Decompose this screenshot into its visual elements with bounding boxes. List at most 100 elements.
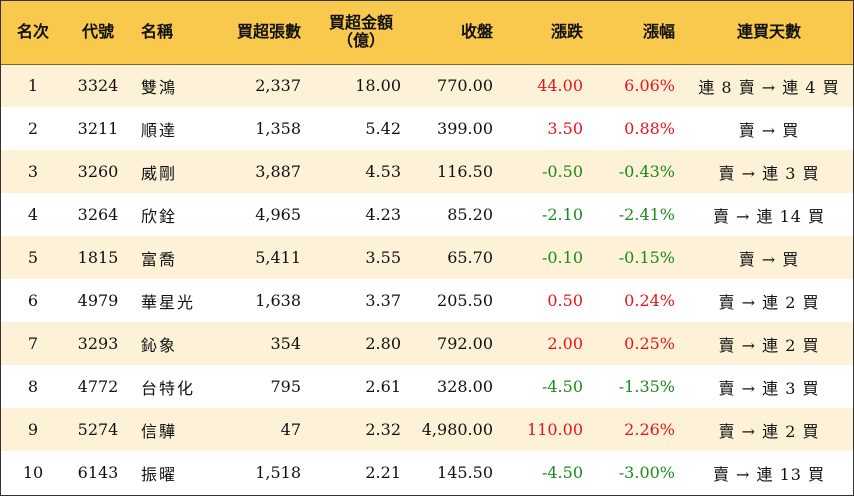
cell-rank: 6	[27, 291, 39, 310]
table-row: 3 3260 威剛 3,887 4.53 116.50 -0.50 -0.43%…	[1, 150, 853, 193]
cell-net-buy-amount: 5.42	[365, 119, 401, 138]
table-row: 10 6143 振曜 1,518 2.21 145.50 -4.50 -3.00…	[1, 451, 853, 494]
cell-net-buy-lots: 1,358	[255, 119, 301, 138]
cell-close: 792.00	[437, 334, 493, 353]
table-row: 1 3324 雙鴻 2,337 18.00 770.00 44.00 6.06%…	[1, 64, 853, 107]
cell-code: 3324	[77, 76, 119, 96]
header-change: 漲跌	[503, 1, 593, 65]
cell-consecutive-buy-days: 賣 → 連 2 買	[718, 421, 820, 441]
cell-name: 鈊象	[141, 335, 178, 355]
cell-close: 145.50	[437, 463, 493, 482]
cell-change: -2.10	[541, 205, 583, 224]
cell-change: 2.00	[547, 334, 583, 353]
table-row: 8 4772 台特化 795 2.61 328.00 -4.50 -1.35% …	[1, 365, 853, 408]
cell-change-pct: -2.41%	[618, 205, 675, 224]
cell-net-buy-lots: 4,965	[255, 205, 301, 224]
cell-net-buy-amount: 4.23	[365, 205, 401, 224]
cell-code: 3211	[77, 119, 119, 138]
cell-consecutive-buy-days: 連 8 賣 → 連 4 買	[698, 77, 840, 97]
cell-consecutive-buy-days: 賣 → 買	[738, 120, 800, 140]
cell-net-buy-amount: 2.32	[365, 420, 401, 439]
cell-rank: 2	[27, 119, 39, 138]
cell-net-buy-lots: 354	[270, 334, 301, 353]
header-consecutive-buy-days: 連買天數	[685, 1, 853, 65]
cell-close: 85.20	[447, 205, 493, 224]
cell-code: 3260	[77, 162, 119, 181]
cell-change-pct: 0.24%	[624, 291, 675, 310]
cell-close: 328.00	[437, 377, 493, 396]
cell-name: 欣銓	[141, 206, 178, 226]
cell-change-pct: -3.00%	[618, 463, 675, 482]
cell-net-buy-amount: 4.53	[365, 162, 401, 181]
cell-rank: 10	[22, 463, 44, 482]
cell-code: 4772	[77, 377, 119, 396]
cell-net-buy-lots: 1,638	[255, 291, 301, 310]
cell-name: 振曜	[141, 464, 178, 484]
cell-net-buy-amount: 3.55	[365, 248, 401, 267]
cell-change: 0.50	[547, 291, 583, 310]
cell-consecutive-buy-days: 賣 → 連 2 買	[718, 335, 820, 355]
cell-code: 3293	[77, 334, 119, 353]
cell-close: 65.70	[447, 248, 493, 267]
cell-rank: 7	[27, 334, 39, 353]
cell-rank: 8	[27, 377, 39, 396]
table-row: 5 1815 富喬 5,411 3.55 65.70 -0.10 -0.15% …	[1, 236, 853, 279]
cell-change: 110.00	[527, 420, 583, 439]
cell-code: 3264	[77, 205, 119, 224]
cell-net-buy-amount: 2.61	[365, 377, 401, 396]
cell-name: 富喬	[141, 249, 178, 269]
header-net-buy-amount-line2: （億）	[336, 31, 385, 51]
cell-change-pct: -0.15%	[618, 248, 675, 267]
cell-net-buy-lots: 2,337	[255, 76, 301, 96]
cell-consecutive-buy-days: 賣 → 買	[738, 249, 800, 269]
cell-consecutive-buy-days: 賣 → 連 13 買	[712, 464, 826, 484]
cell-change-pct: 0.88%	[624, 119, 675, 138]
cell-net-buy-lots: 795	[270, 377, 301, 396]
cell-close: 116.50	[437, 162, 493, 181]
table-header-row: 名次 代號 名稱 買超張數 買超金額 （億） 收盤 漲跌 漲幅 連買天數	[1, 1, 853, 65]
cell-rank: 1	[27, 76, 39, 96]
cell-change-pct: 0.25%	[624, 334, 675, 353]
cell-net-buy-amount: 2.80	[365, 334, 401, 353]
cell-change-pct: 2.26%	[624, 420, 675, 439]
cell-close: 205.50	[437, 291, 493, 310]
table-row: 9 5274 信驊 47 2.32 4,980.00 110.00 2.26% …	[1, 408, 853, 451]
cell-net-buy-lots: 3,887	[255, 162, 301, 181]
table-row: 4 3264 欣銓 4,965 4.23 85.20 -2.10 -2.41% …	[1, 193, 853, 236]
header-net-buy-amount-line1: 買超金額	[328, 13, 393, 33]
cell-change-pct: -0.43%	[618, 162, 675, 181]
cell-change: 44.00	[537, 76, 583, 96]
cell-consecutive-buy-days: 賣 → 連 3 買	[718, 163, 820, 183]
cell-change: -4.50	[541, 377, 583, 396]
cell-net-buy-lots: 1,518	[255, 463, 301, 482]
cell-change-pct: 6.06%	[624, 76, 675, 96]
cell-rank: 9	[27, 420, 39, 439]
cell-net-buy-amount: 2.21	[365, 463, 401, 482]
cell-rank: 5	[27, 248, 39, 267]
cell-close: 770.00	[437, 76, 493, 96]
header-change-pct: 漲幅	[593, 1, 685, 65]
cell-change: -4.50	[541, 463, 583, 482]
cell-consecutive-buy-days: 賣 → 連 2 買	[718, 292, 820, 312]
cell-rank: 3	[27, 162, 39, 181]
cell-code: 6143	[77, 463, 119, 482]
cell-net-buy-lots: 47	[280, 420, 301, 439]
cell-change-pct: -1.35%	[618, 377, 675, 396]
cell-consecutive-buy-days: 賣 → 連 3 買	[718, 378, 820, 398]
header-net-buy-lots: 買超張數	[211, 1, 311, 65]
table-row: 6 4979 華星光 1,638 3.37 205.50 0.50 0.24% …	[1, 279, 853, 322]
table-row: 2 3211 順達 1,358 5.42 399.00 3.50 0.88% 賣…	[1, 107, 853, 150]
header-name: 名稱	[131, 1, 211, 65]
header-net-buy-amount: 買超金額 （億）	[311, 1, 411, 65]
cell-code: 5274	[77, 420, 119, 439]
cell-change: -0.50	[541, 162, 583, 181]
header-rank: 名次	[1, 1, 65, 65]
cell-name: 順達	[141, 120, 178, 140]
cell-name: 華星光	[141, 292, 196, 312]
cell-net-buy-lots: 5,411	[255, 248, 301, 267]
cell-name: 威剛	[141, 163, 178, 183]
cell-code: 1815	[77, 248, 119, 267]
cell-code: 4979	[77, 291, 119, 310]
